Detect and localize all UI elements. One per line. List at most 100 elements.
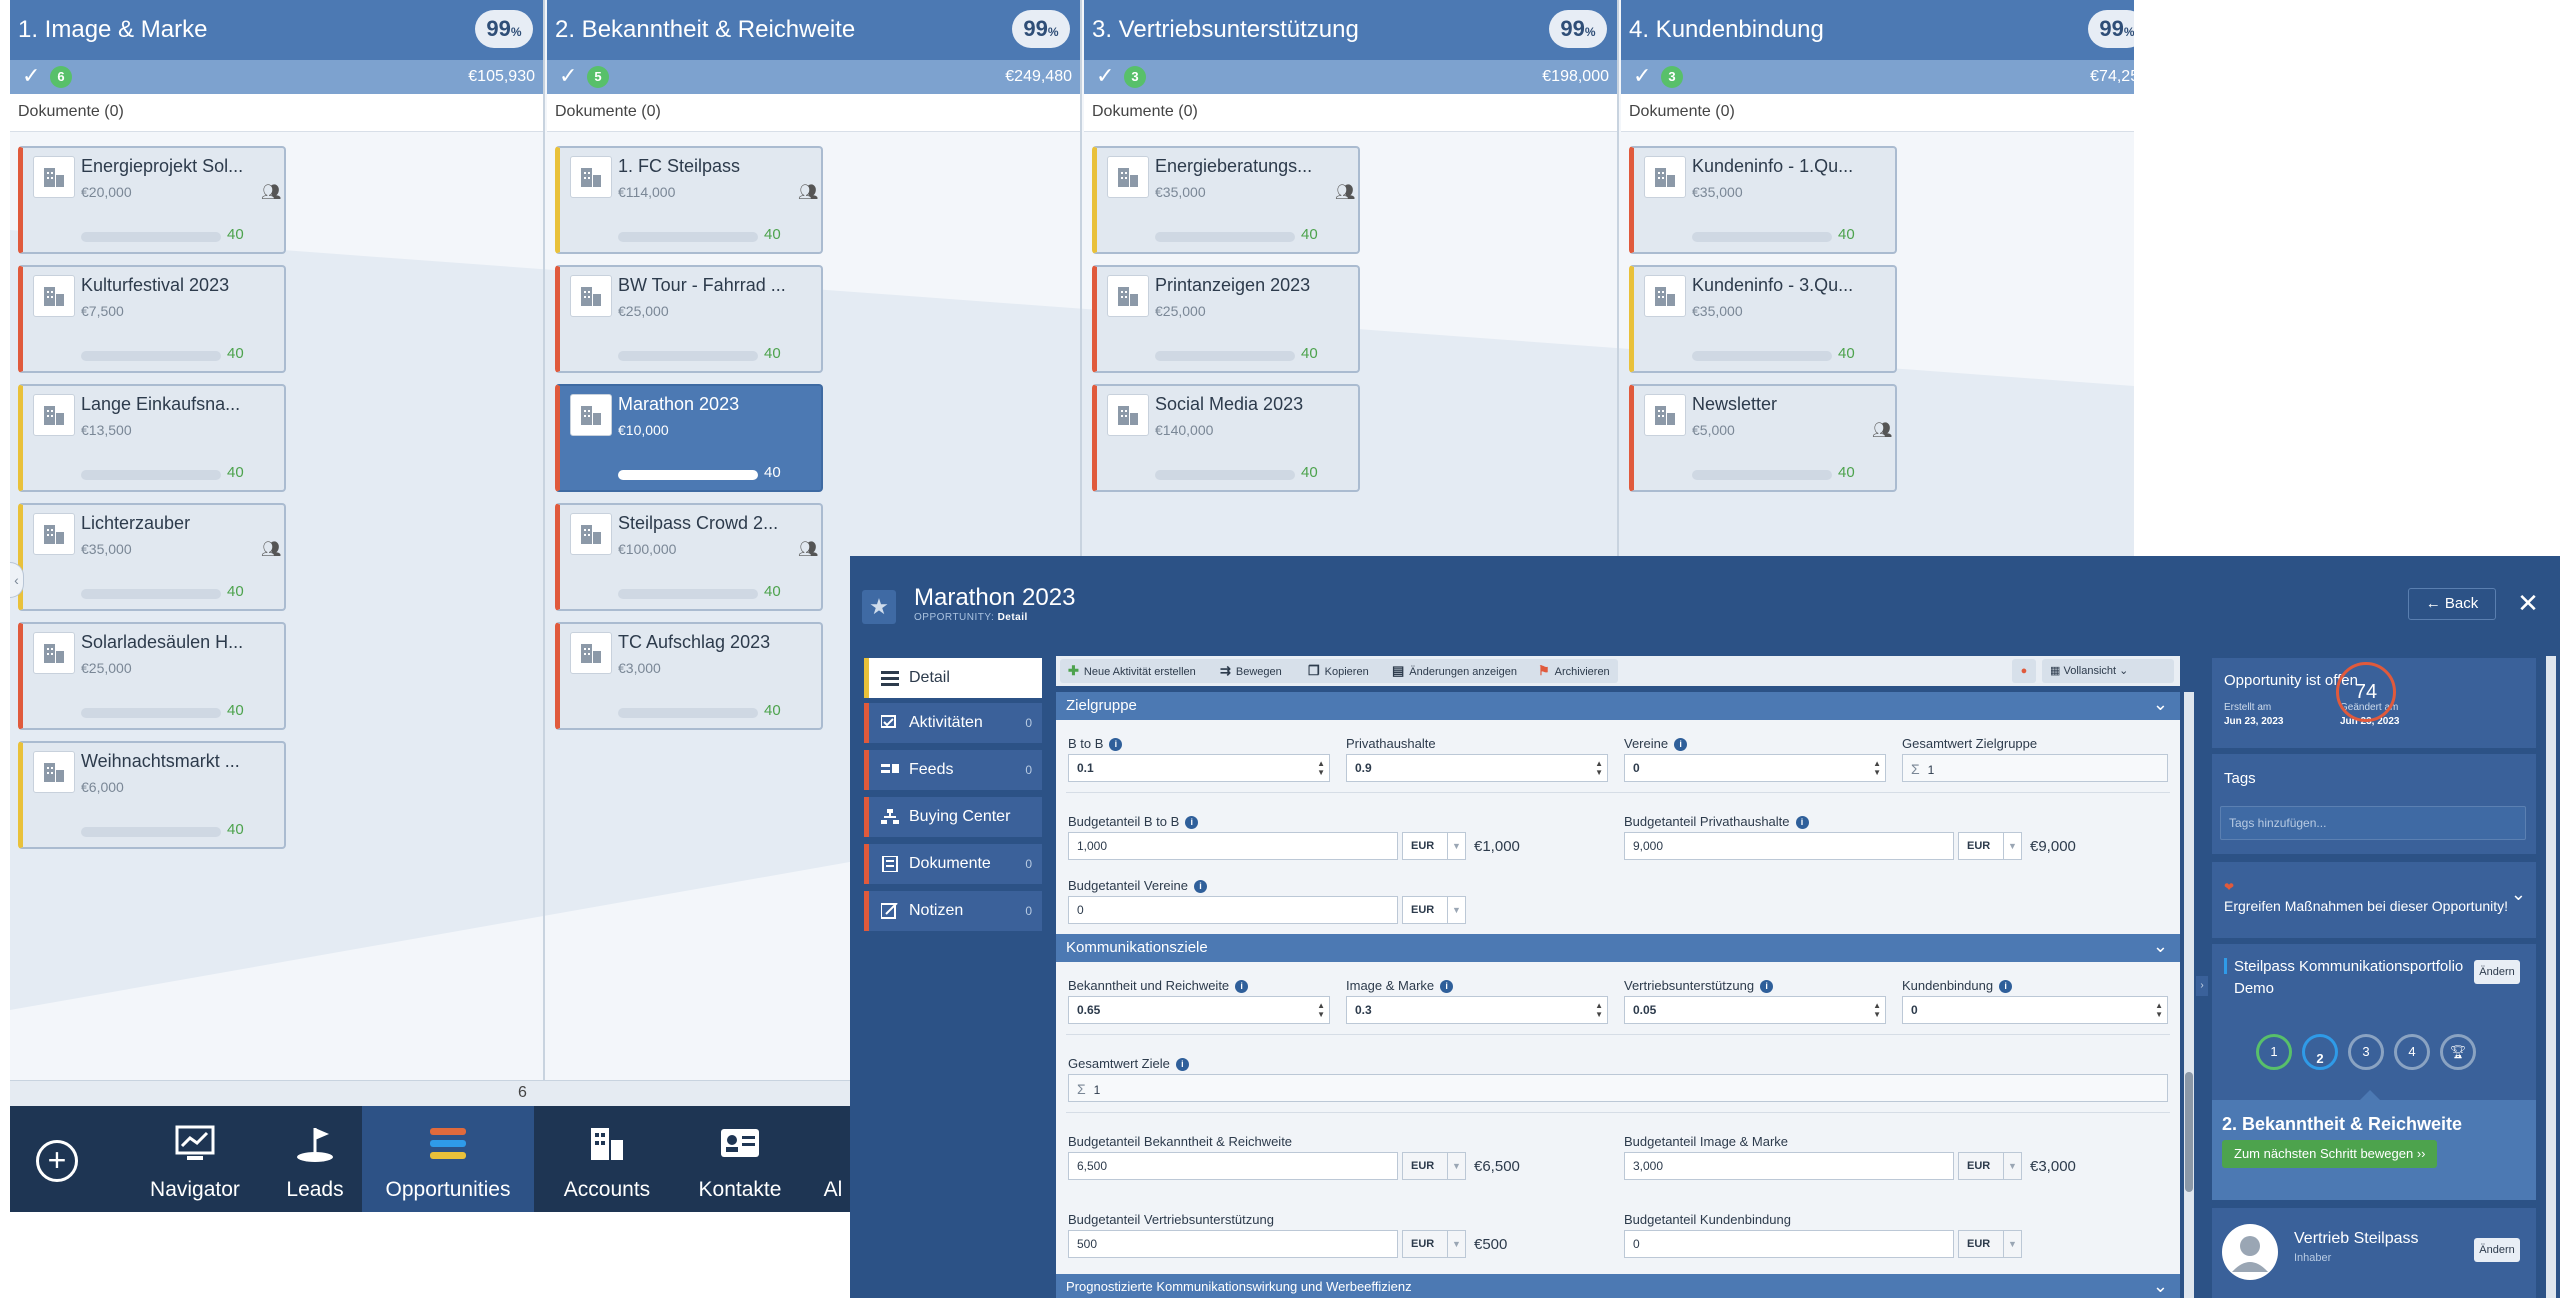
tab-buying-center[interactable]: Buying Center (864, 797, 1042, 837)
add-button[interactable]: + (36, 1140, 78, 1182)
tags-input[interactable]: Tags hinzufügen... (2220, 806, 2526, 840)
vereine-input[interactable]: 0 ▲ ▼ (1624, 754, 1886, 782)
kundenbindung-input[interactable]: 0 ▲ ▼ (1902, 996, 2168, 1024)
currency-select[interactable]: EUR ▼ (1958, 1152, 2022, 1180)
column-header[interactable]: 3. Vertriebsunterstützung 99% (1084, 0, 1617, 60)
new-activity-button[interactable]: ✚ Neue Aktivität erstellen (1068, 663, 1196, 678)
column-count-badge: 3 (1124, 66, 1146, 88)
opportunity-card[interactable]: Printanzeigen 2023 €25,000 40 (1092, 265, 1360, 373)
column-documents-link[interactable]: Dokumente (0) (10, 94, 543, 132)
close-icon[interactable]: ✕ (2517, 588, 2539, 618)
column-header[interactable]: 4. Kundenbindung 99% (1621, 0, 2134, 60)
back-button[interactable]: ← Back (2408, 588, 2496, 620)
budget-vereine-input[interactable]: 0 (1068, 896, 1398, 924)
toolbar-view: ● ▦ Vollansicht ⌄ (2012, 659, 2174, 683)
bekanntheit-input[interactable]: 0.65 ▲ ▼ (1068, 996, 1330, 1024)
info-icon: i (1760, 980, 1774, 993)
move-icon: ⇉ (1220, 663, 1231, 678)
nav-item-leads[interactable]: Leads (260, 1106, 370, 1212)
nav-item-opportunities[interactable]: Opportunities (362, 1106, 534, 1212)
budget-image-input[interactable]: 3,000 (1624, 1152, 1954, 1180)
opportunity-card[interactable]: 1. FC Steilpass €114,000 40 👥︎ (555, 146, 823, 254)
tab-dokumente[interactable]: Dokumente 0 (864, 844, 1042, 884)
stepper-icon: ▲ ▼ (1317, 759, 1325, 777)
currency-select[interactable]: EUR ▼ (1402, 1230, 1466, 1258)
step-1[interactable]: 1 (2256, 1034, 2292, 1070)
column-header[interactable]: 1. Image & Marke 99% (10, 0, 543, 60)
chevron-down-icon: ▼ (1447, 897, 1465, 923)
nav-item-kontakte[interactable]: Kontakte (680, 1106, 800, 1212)
toolbar-actions: ✚ Neue Aktivität erstellen ⇉ Bewegen ❐ Kopi… (1060, 659, 1618, 683)
next-step-button[interactable]: Zum nächsten Schritt bewegen ›› (2222, 1140, 2438, 1168)
currency-select[interactable]: EUR ▼ (1402, 832, 1466, 860)
tab-detail[interactable]: Detail (864, 658, 1042, 698)
image-input[interactable]: 0.3 ▲ ▼ (1346, 996, 1608, 1024)
tab-notizen[interactable]: Notizen 0 (864, 891, 1042, 931)
vertrieb-input[interactable]: 0.05 ▲ ▼ (1624, 996, 1886, 1024)
step-3[interactable]: 3 (2348, 1034, 2384, 1070)
collapse-panel-handle[interactable]: › (2196, 976, 2208, 996)
opportunity-card[interactable]: Energieprojekt Sol... €20,000 40 👥︎ (18, 146, 286, 254)
budget-vertrieb-input[interactable]: 500 (1068, 1230, 1398, 1258)
tab-aktivitaeten[interactable]: Aktivitäten 0 (864, 703, 1042, 743)
currency-select[interactable]: EUR ▼ (1402, 896, 1466, 924)
opportunity-card[interactable]: Kundeninfo - 3.Qu... €35,000 40 (1629, 265, 1897, 373)
column-documents-link[interactable]: Dokumente (0) (1084, 94, 1617, 132)
assigned-users-icon: 👥︎ (798, 541, 819, 558)
move-button[interactable]: ⇉ Bewegen (1220, 663, 1282, 678)
opportunity-card[interactable]: Weihnachtsmarkt ... €6,000 40 (18, 741, 286, 849)
view-dropdown[interactable]: ▦ Vollansicht ⌄ (2042, 659, 2174, 683)
star-icon[interactable]: ★ (862, 590, 896, 624)
opportunity-card[interactable]: Marathon 2023 €10,000 40 (555, 384, 823, 492)
scrollbar-thumb[interactable] (2185, 1072, 2193, 1192)
opportunity-card[interactable]: Lichterzauber €35,000 40 👥︎ (18, 503, 286, 611)
card-score: 40 (227, 226, 244, 243)
archive-button[interactable]: ⚑ Archivieren (1538, 663, 1610, 678)
opportunity-card[interactable]: BW Tour - Fahrrad ... €25,000 40 (555, 265, 823, 373)
column-documents-link[interactable]: Dokumente (0) (1621, 94, 2134, 132)
opportunity-card[interactable]: Social Media 2023 €140,000 40 (1092, 384, 1360, 492)
nav-item-navigator[interactable]: Navigator (130, 1106, 260, 1212)
budget-privat-input[interactable]: 9,000 (1624, 832, 1954, 860)
panel-scrollbar[interactable] (2546, 656, 2556, 1298)
nav-item-accounts[interactable]: Accounts (542, 1106, 672, 1212)
step-4[interactable]: 4 (2394, 1034, 2430, 1070)
opportunity-card[interactable]: Solarladesäulen H... €25,000 40 (18, 622, 286, 730)
opportunity-card[interactable]: Energieberatungs... €35,000 40 👥︎ (1092, 146, 1360, 254)
tab-feeds[interactable]: Feeds 0 (864, 750, 1042, 790)
opportunity-card[interactable]: TC Aufschlag 2023 €3,000 40 (555, 622, 823, 730)
opportunity-card[interactable]: Steilpass Crowd 2... €100,000 40 👥︎ (555, 503, 823, 611)
section-zielgruppe[interactable]: Zielgruppe ⌄ (1056, 692, 2180, 720)
pin-icon[interactable]: ● (2012, 659, 2036, 683)
card-value: €6,000 (81, 779, 124, 795)
action-card[interactable]: ❤ Ergreifen Maßnahmen bei dieser Opportu… (2212, 862, 2536, 938)
currency-select[interactable]: EUR ▼ (1958, 832, 2022, 860)
budget-bekanntheit-input[interactable]: 6,500 (1068, 1152, 1398, 1180)
opportunity-card[interactable]: Kundeninfo - 1.Qu... €35,000 40 (1629, 146, 1897, 254)
privat-input[interactable]: 0.9 ▲ ▼ (1346, 754, 1608, 782)
section-prognose[interactable]: Prognostizierte Kommunikationswirkung un… (1056, 1274, 2180, 1298)
opportunity-card[interactable]: Newsletter €5,000 40 👥︎ (1629, 384, 1897, 492)
change-portfolio-button[interactable]: Ändern (2474, 960, 2520, 984)
budget-kundenbindung-input[interactable]: 0 (1624, 1230, 1954, 1258)
column-header[interactable]: 2. Bekanntheit & Reichweite 99% (547, 0, 1080, 60)
column-documents-link[interactable]: Dokumente (0) (547, 94, 1080, 132)
opportunity-card[interactable]: Kulturfestival 2023 €7,500 40 (18, 265, 286, 373)
changes-button[interactable]: ▤ Änderungen anzeigen (1392, 663, 1517, 678)
copy-button[interactable]: ❐ Kopieren (1308, 663, 1369, 678)
nav-item-more[interactable]: Al (816, 1106, 850, 1212)
change-owner-button[interactable]: Ändern (2474, 1238, 2520, 1262)
btob-input[interactable]: 0.1 ▲ ▼ (1068, 754, 1330, 782)
chevron-down-icon: ▼ (2003, 1153, 2021, 1179)
form-scrollbar[interactable] (2184, 692, 2194, 1298)
chevron-down-icon[interactable]: ⌄ (2510, 884, 2526, 904)
currency-select[interactable]: EUR ▼ (1958, 1230, 2022, 1258)
assigned-users-icon: 👥︎ (261, 184, 282, 201)
opportunity-card[interactable]: Lange Einkaufsna... €13,500 40 (18, 384, 286, 492)
budget-btob-input[interactable]: 1,000 (1068, 832, 1398, 860)
step-2[interactable]: 2 (2302, 1034, 2338, 1070)
currency-select[interactable]: EUR ▼ (1402, 1152, 1466, 1180)
section-kommunikationsziele[interactable]: Kommunikationsziele ⌄ (1056, 934, 2180, 962)
trophy-icon[interactable]: 🏆︎ (2440, 1034, 2476, 1070)
card-value: €3,000 (618, 660, 661, 676)
